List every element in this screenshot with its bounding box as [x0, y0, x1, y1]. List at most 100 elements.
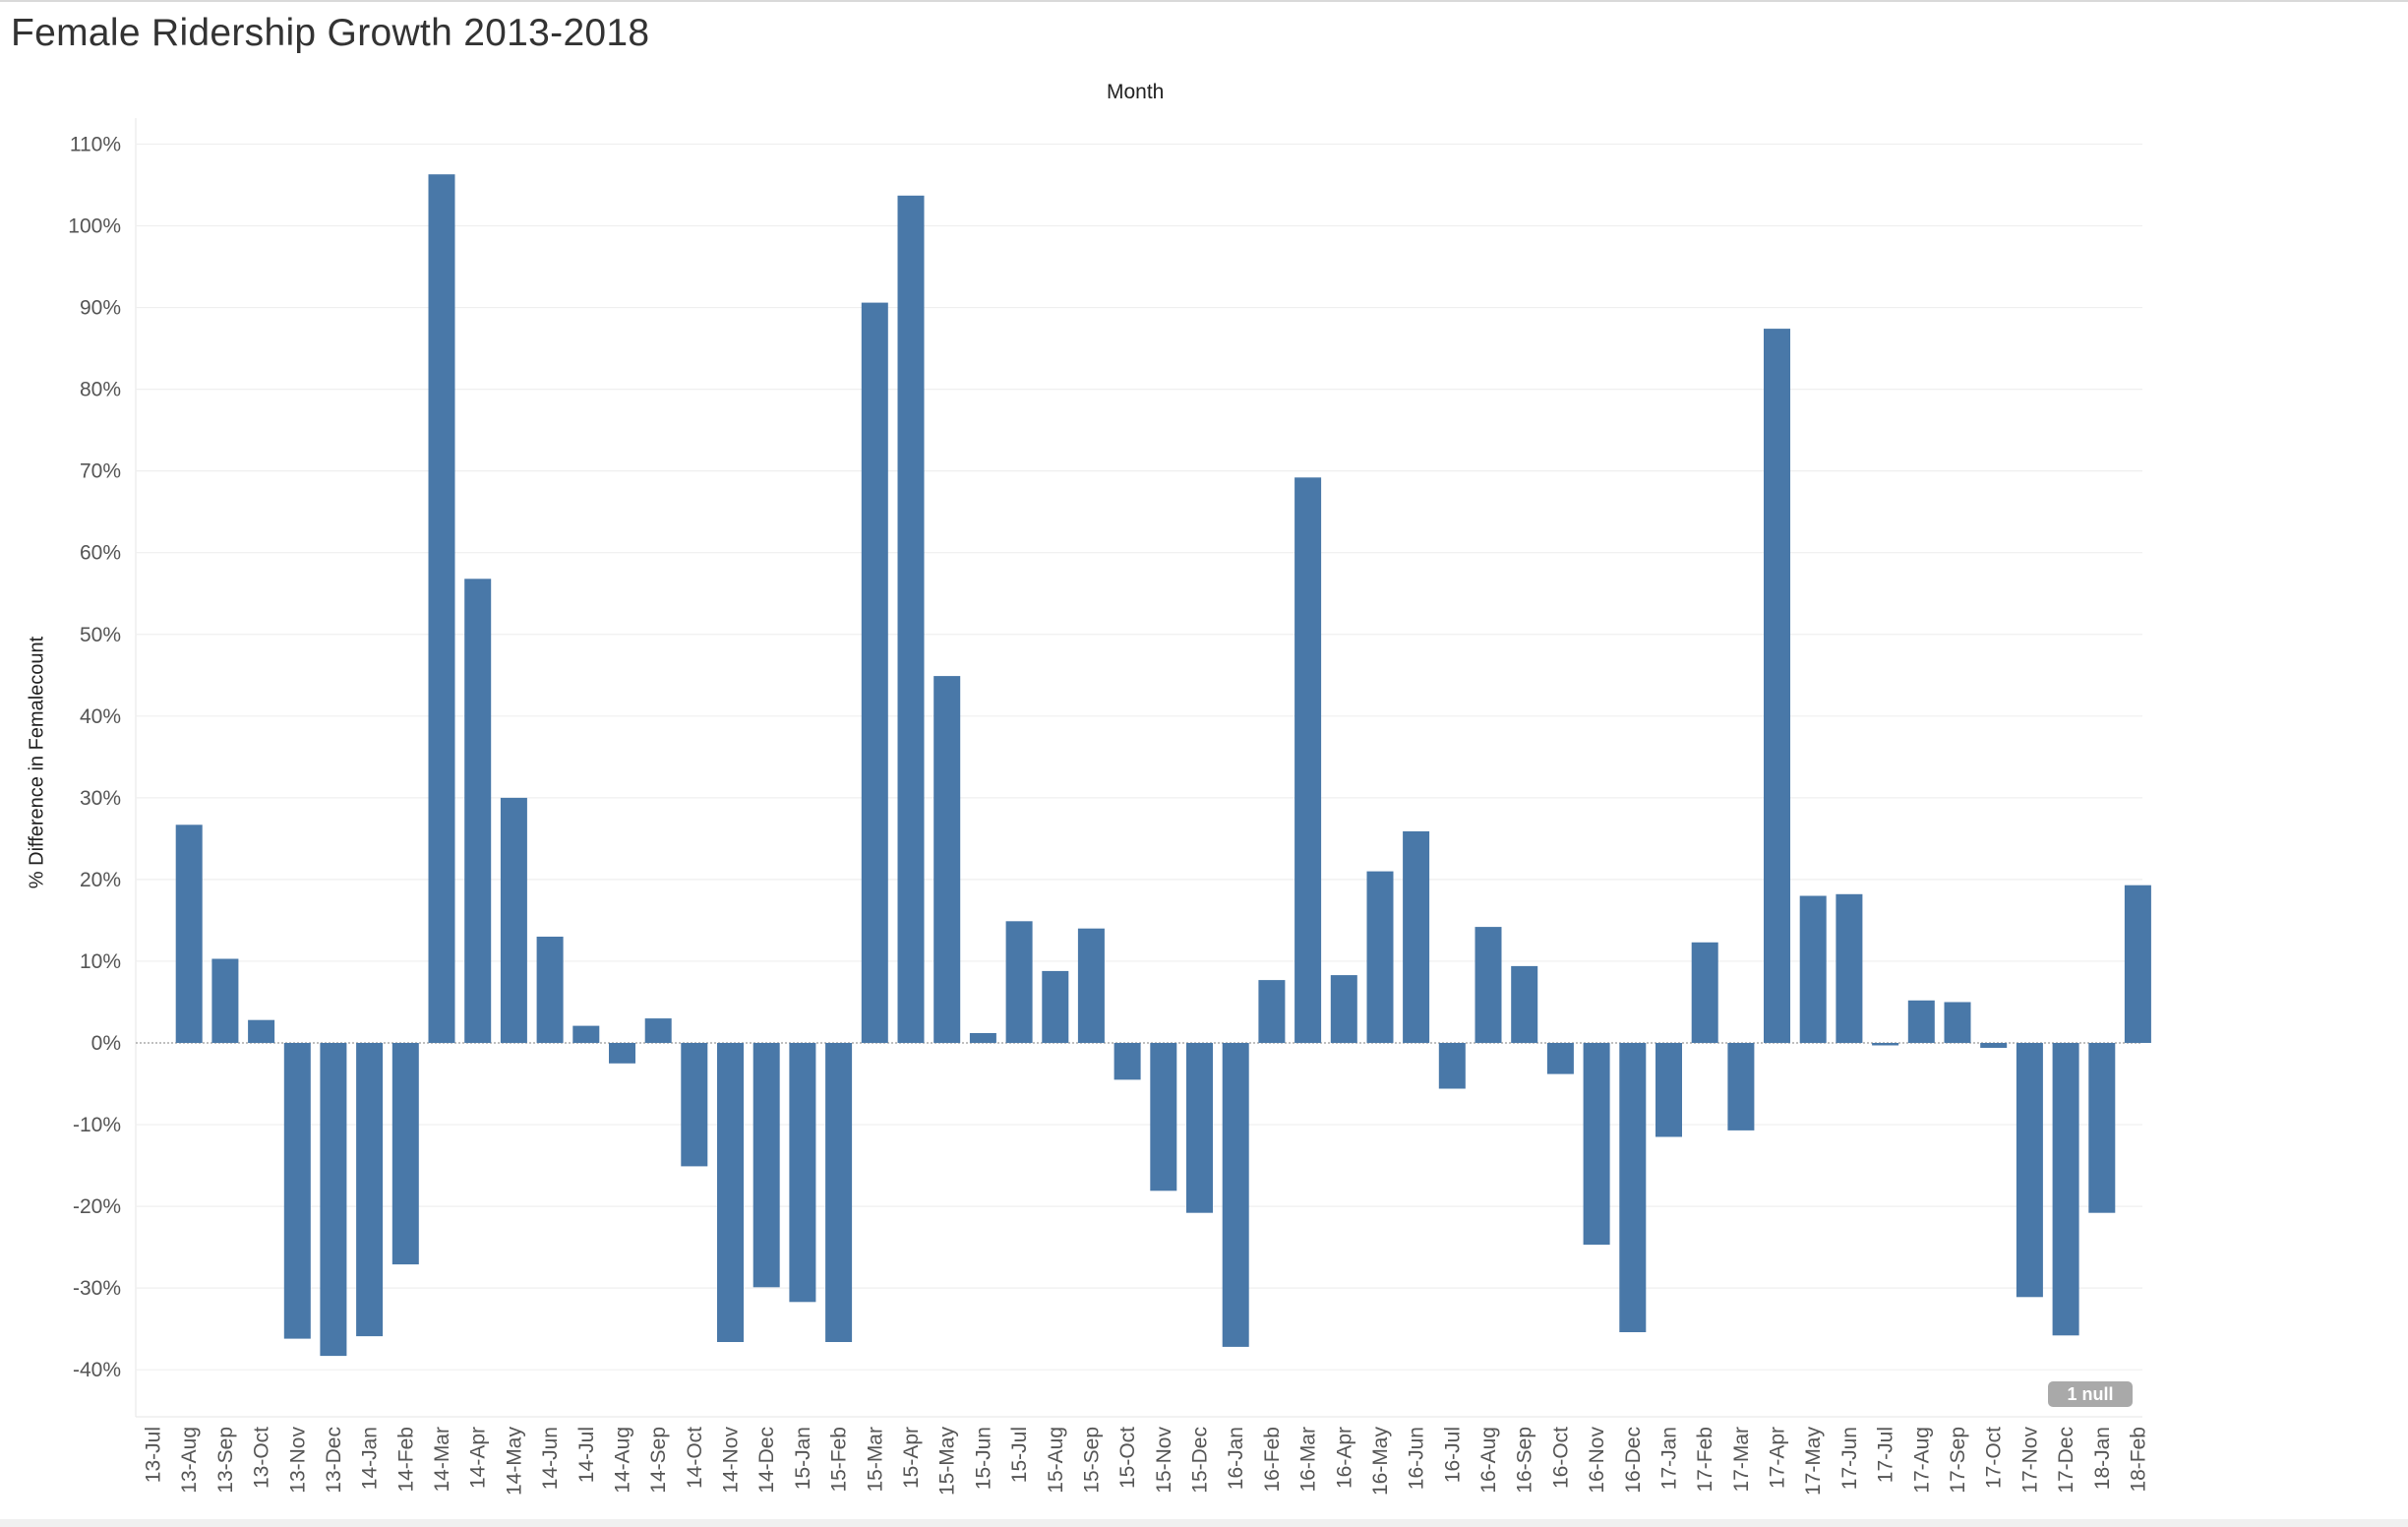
bar[interactable] [1764, 329, 1790, 1044]
x-tick-label: 16-Jul [1441, 1427, 1464, 1483]
y-tick-label: 100% [68, 215, 121, 238]
bar[interactable] [1475, 927, 1502, 1043]
x-tick-label: 13-Sep [214, 1427, 237, 1494]
bar[interactable] [1366, 871, 1394, 1043]
x-tick-label: 15-Sep [1080, 1427, 1103, 1494]
x-axis-ticks: 13-Jul 13-Aug 13-Sep 13-Oct 13-Nov 13-Dec 14-J… [143, 1427, 2150, 1496]
y-tick-label: -10% [73, 1114, 121, 1136]
bar[interactable] [536, 937, 564, 1043]
x-axis-header: Month [1107, 81, 1165, 103]
y-tick-label: 80% [80, 379, 121, 401]
x-tick-label: 15-Dec [1189, 1427, 1212, 1494]
bar[interactable] [1944, 1002, 1971, 1044]
x-tick-label: 14-Jun [539, 1427, 562, 1490]
bar[interactable] [2016, 1043, 2043, 1298]
x-tick-label: 18-Jan [2091, 1427, 2114, 1490]
bar[interactable] [175, 825, 203, 1043]
y-tick-label: 110% [70, 133, 121, 155]
y-tick-label: 10% [80, 950, 121, 973]
bar[interactable] [500, 797, 527, 1043]
bar[interactable] [283, 1043, 311, 1339]
x-tick-label: 15-Feb [828, 1427, 851, 1493]
bar[interactable] [1150, 1043, 1177, 1191]
bar[interactable] [572, 1025, 600, 1043]
bar[interactable] [1799, 895, 1827, 1044]
x-tick-label: 14-Feb [394, 1427, 417, 1493]
bar[interactable] [1583, 1043, 1610, 1246]
x-tick-label: 16-Feb [1261, 1427, 1284, 1493]
bar[interactable] [752, 1043, 780, 1288]
bars [175, 174, 2151, 1357]
y-tick-label: 50% [80, 624, 121, 646]
x-tick-label: 17-Mar [1730, 1427, 1753, 1493]
bar[interactable] [1403, 830, 1430, 1043]
bar[interactable] [1330, 975, 1357, 1043]
bar[interactable] [2088, 1043, 2116, 1213]
bar[interactable] [644, 1018, 672, 1043]
bar[interactable] [391, 1043, 419, 1265]
bar[interactable] [1691, 942, 1718, 1043]
bar[interactable] [1005, 921, 1033, 1043]
bar[interactable] [248, 1019, 275, 1043]
bar[interactable] [933, 676, 961, 1043]
bar[interactable] [1511, 965, 1538, 1043]
bar[interactable] [1872, 1043, 1899, 1046]
bar[interactable] [2124, 885, 2151, 1043]
bar[interactable] [861, 302, 888, 1044]
x-tick-label: 17-Jan [1657, 1427, 1680, 1490]
x-tick-label: 15-Apr [900, 1427, 923, 1489]
x-tick-label: 15-Aug [1045, 1427, 1067, 1494]
bar[interactable] [1836, 893, 1863, 1043]
bar[interactable] [609, 1043, 635, 1064]
x-tick-label: 16-Apr [1333, 1427, 1355, 1489]
top-rule [0, 0, 2408, 2]
bar[interactable] [1619, 1043, 1647, 1332]
bar[interactable] [825, 1043, 853, 1342]
x-tick-label: 17-Jun [1838, 1427, 1861, 1490]
null-indicator-badge[interactable]: 1 null [2048, 1381, 2133, 1407]
bar[interactable] [211, 958, 239, 1044]
x-tick-label: 16-Dec [1622, 1427, 1645, 1494]
page-title: Female Ridership Growth 2013-2018 [11, 12, 650, 54]
x-tick-label: 17-May [1802, 1427, 1825, 1496]
bar[interactable] [1294, 477, 1322, 1043]
y-tick-label: 90% [80, 297, 121, 320]
x-tick-label: 14-Jul [575, 1427, 598, 1483]
bar[interactable] [1438, 1043, 1466, 1089]
bar[interactable] [1222, 1043, 1249, 1347]
bar[interactable] [1258, 980, 1286, 1043]
bar[interactable] [897, 195, 925, 1044]
bar[interactable] [969, 1033, 996, 1043]
x-tick-label: 16-Sep [1514, 1427, 1536, 1494]
x-tick-label: 17-Jul [1875, 1427, 1897, 1483]
bar[interactable] [1656, 1043, 1682, 1137]
bar[interactable] [1727, 1043, 1755, 1130]
x-tick-label: 16-Jun [1406, 1427, 1428, 1490]
bottom-strip [0, 1519, 2408, 1527]
bar[interactable] [464, 579, 492, 1043]
bar[interactable] [1042, 970, 1069, 1043]
x-tick-label: 14-Mar [431, 1427, 453, 1493]
x-tick-label: 13-Dec [323, 1427, 345, 1494]
x-tick-label: 14-Sep [647, 1427, 670, 1494]
x-tick-label: 14-Apr [467, 1427, 490, 1489]
bar[interactable] [428, 174, 455, 1043]
bar[interactable] [320, 1043, 347, 1357]
bar[interactable] [356, 1043, 384, 1337]
bar[interactable] [1114, 1043, 1141, 1080]
y-tick-label: 20% [80, 869, 121, 891]
y-tick-label: -30% [73, 1277, 121, 1300]
bar[interactable] [1186, 1043, 1213, 1213]
bar[interactable] [789, 1043, 816, 1303]
x-tick-label: 15-Jan [792, 1427, 814, 1490]
bar[interactable] [2052, 1043, 2079, 1336]
bar[interactable] [1546, 1043, 1574, 1074]
x-tick-label: 15-Jul [1008, 1427, 1031, 1483]
bar[interactable] [1077, 928, 1105, 1043]
bar[interactable] [1907, 1000, 1935, 1043]
bar[interactable] [681, 1043, 708, 1167]
x-tick-label: 17-Sep [1947, 1427, 1969, 1494]
bar[interactable] [717, 1043, 744, 1342]
bar[interactable] [1980, 1043, 2008, 1048]
